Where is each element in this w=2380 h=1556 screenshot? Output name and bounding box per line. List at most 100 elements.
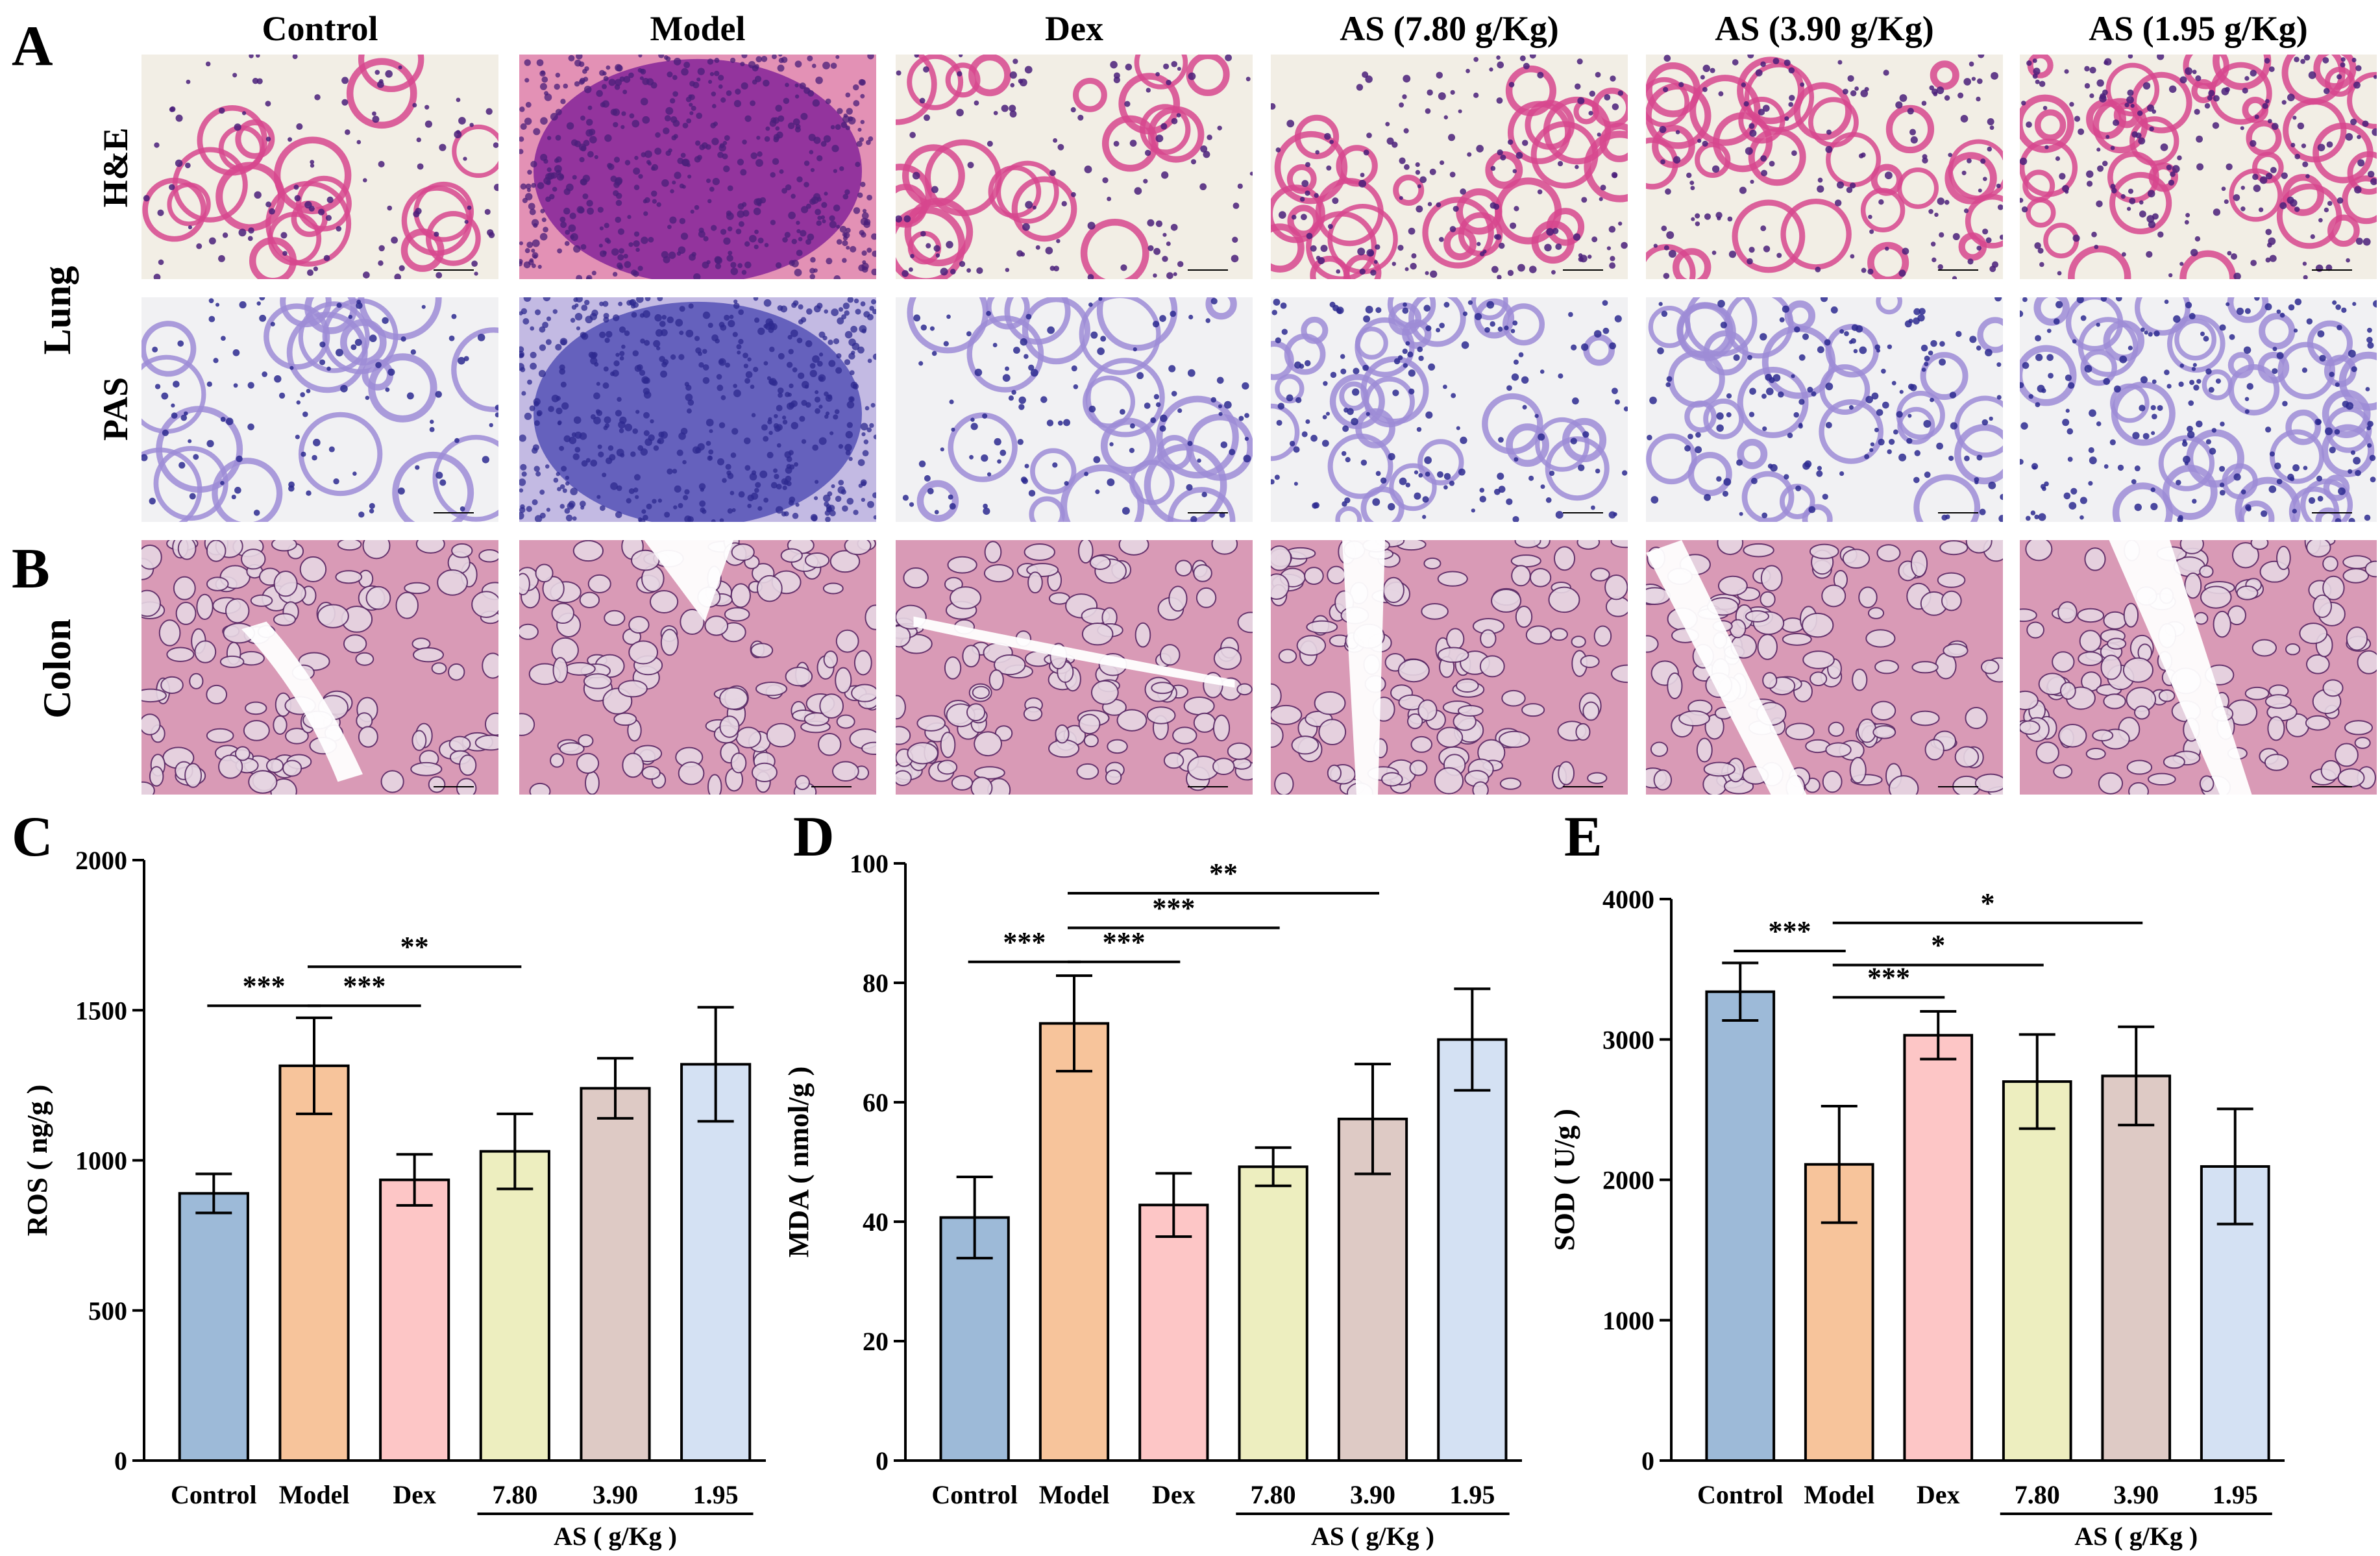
significance-label: ***	[1769, 915, 1811, 947]
error-bar-3-90	[2118, 1025, 2155, 1127]
histology-image-colon-dex	[896, 540, 1253, 795]
histology-image-colon-control	[141, 540, 498, 795]
error-bar-model	[1056, 974, 1092, 1073]
significance-label: ***	[1867, 961, 1910, 993]
histology-image-colon-as-3-90-g-kg	[1646, 540, 2003, 795]
x-tick-label-dex: Dex	[1152, 1480, 1196, 1509]
error-bar-model	[296, 1016, 332, 1115]
histology-grid	[141, 55, 2377, 795]
error-bar-7-80	[2018, 1033, 2055, 1130]
significance-1-2: ***	[1832, 961, 1945, 999]
y-tick-label: 80	[863, 969, 889, 998]
error-bar-control	[1722, 961, 1759, 1022]
x-tick-label-dex: Dex	[393, 1480, 436, 1509]
tissue-label-lung: Lung	[36, 266, 79, 355]
y-tick-label: 2000	[1602, 1166, 1654, 1195]
significance-1-2: ***	[1068, 926, 1181, 963]
significance-label: **	[400, 931, 429, 963]
error-bar-1-95	[2216, 1107, 2253, 1226]
error-bar-control	[956, 1176, 993, 1260]
y-tick-label: 0	[1641, 1446, 1654, 1476]
panel-label-a: A	[12, 15, 53, 78]
stain-label-he: H&E	[96, 127, 135, 207]
chart-d: 0 20 40 60 80 100 MDA ( nmol/g ) Control Model De…	[783, 849, 1522, 1551]
histology-image-colon-as-7-80-g-kg	[1271, 540, 1628, 795]
significance-0-1: ***	[1734, 915, 1846, 953]
panel-label-d: D	[793, 806, 835, 869]
significance-label: ***	[343, 970, 386, 1002]
significance-0-1: ***	[968, 926, 1081, 963]
x-tick-label-1-95: 1.95	[1449, 1480, 1495, 1509]
significance-label: ***	[1152, 892, 1195, 924]
y-tick-label: 3000	[1602, 1025, 1654, 1054]
bar-dex	[379, 1178, 450, 1462]
y-tick-label: 1500	[75, 996, 127, 1025]
column-header-as-3-90-g-kg: AS (3.90 g/Kg)	[1715, 9, 1934, 48]
error-bar-1-95	[1454, 987, 1491, 1092]
bar-control	[178, 1192, 249, 1462]
y-axis-label: MDA ( nmol/g )	[783, 1067, 815, 1258]
bar-7-80	[479, 1150, 550, 1462]
error-bar-7-80	[1255, 1146, 1292, 1187]
y-axis-label: SOD ( U/g )	[1549, 1109, 1580, 1251]
x-tick-label-model: Model	[1039, 1480, 1110, 1509]
significance-label: *	[1931, 930, 1945, 961]
x-tick-label-7-80: 7.80	[1251, 1480, 1296, 1509]
x-tick-label-1-95: 1.95	[693, 1480, 739, 1509]
bar-1-95	[1437, 1038, 1508, 1462]
bar-dex	[1138, 1204, 1209, 1462]
x-tick-label-7-80: 7.80	[492, 1480, 537, 1509]
histology-image-colon-model	[519, 540, 876, 795]
histology-image-pas-model	[519, 297, 876, 522]
significance-1-3: *	[1832, 930, 2044, 967]
x-tick-label-1-95: 1.95	[2213, 1480, 2258, 1509]
column-header-dex: Dex	[1045, 9, 1103, 48]
histology-image-pas-as-1-95-g-kg	[2020, 297, 2377, 522]
column-headers: Control Model Dex AS (7.80 g/Kg) AS (3.90 g/…	[262, 9, 2307, 48]
significance-label: *	[1981, 887, 1995, 919]
chart-c: 0 500 1000 1500 2000 ROS ( ng/g ) Control Model…	[21, 846, 766, 1551]
histology-image-he-dex	[896, 55, 1253, 279]
y-tick-label: 20	[863, 1327, 889, 1356]
bar-1-95	[680, 1063, 752, 1462]
error-bar-7-80	[497, 1112, 534, 1191]
error-bar-dex	[1155, 1172, 1192, 1238]
x-tick-label-model: Model	[279, 1480, 350, 1509]
histology-image-he-as-3-90-g-kg	[1646, 55, 2003, 279]
column-header-control: Control	[262, 9, 378, 48]
significance-1-3: ***	[1068, 892, 1280, 930]
significance-1-3: **	[308, 931, 522, 969]
bar-7-80	[1238, 1165, 1308, 1462]
y-tick-label: 0	[876, 1446, 889, 1476]
x-tick-label-dex: Dex	[1917, 1480, 1960, 1509]
y-tick-label: 0	[114, 1446, 127, 1476]
y-tick-label: 100	[850, 849, 889, 878]
error-bar-control	[195, 1172, 232, 1215]
significance-0-1: ***	[207, 970, 321, 1007]
panel-label-e: E	[1564, 806, 1602, 869]
error-bar-3-90	[597, 1057, 633, 1120]
group-label: AS ( g/Kg )	[1311, 1522, 1434, 1551]
significance-label: ***	[1003, 926, 1046, 958]
y-tick-label: 40	[863, 1207, 889, 1237]
panel-label-c: C	[12, 806, 53, 869]
histology-image-he-control	[141, 55, 498, 279]
x-tick-label-3-90: 3.90	[1350, 1480, 1395, 1509]
column-header-as-7-80-g-kg: AS (7.80 g/Kg)	[1340, 9, 1559, 48]
error-bar-dex	[1920, 1010, 1957, 1061]
significance-label: ***	[243, 970, 286, 1002]
error-bar-model	[1821, 1104, 1858, 1224]
bar-7-80	[2002, 1080, 2072, 1462]
y-tick-label: 60	[863, 1088, 889, 1117]
y-tick-label: 1000	[75, 1146, 127, 1176]
group-label: AS ( g/Kg )	[554, 1522, 677, 1551]
panel-label-b: B	[12, 537, 50, 600]
y-tick-label: 500	[88, 1296, 127, 1326]
bar-model	[1038, 1022, 1110, 1463]
significance-1-4: **	[1068, 858, 1379, 895]
y-tick-label: 4000	[1602, 885, 1654, 914]
stain-label-pas: PAS	[96, 377, 135, 441]
error-bar-1-95	[697, 1006, 734, 1123]
bar-3-90	[2101, 1074, 2172, 1462]
